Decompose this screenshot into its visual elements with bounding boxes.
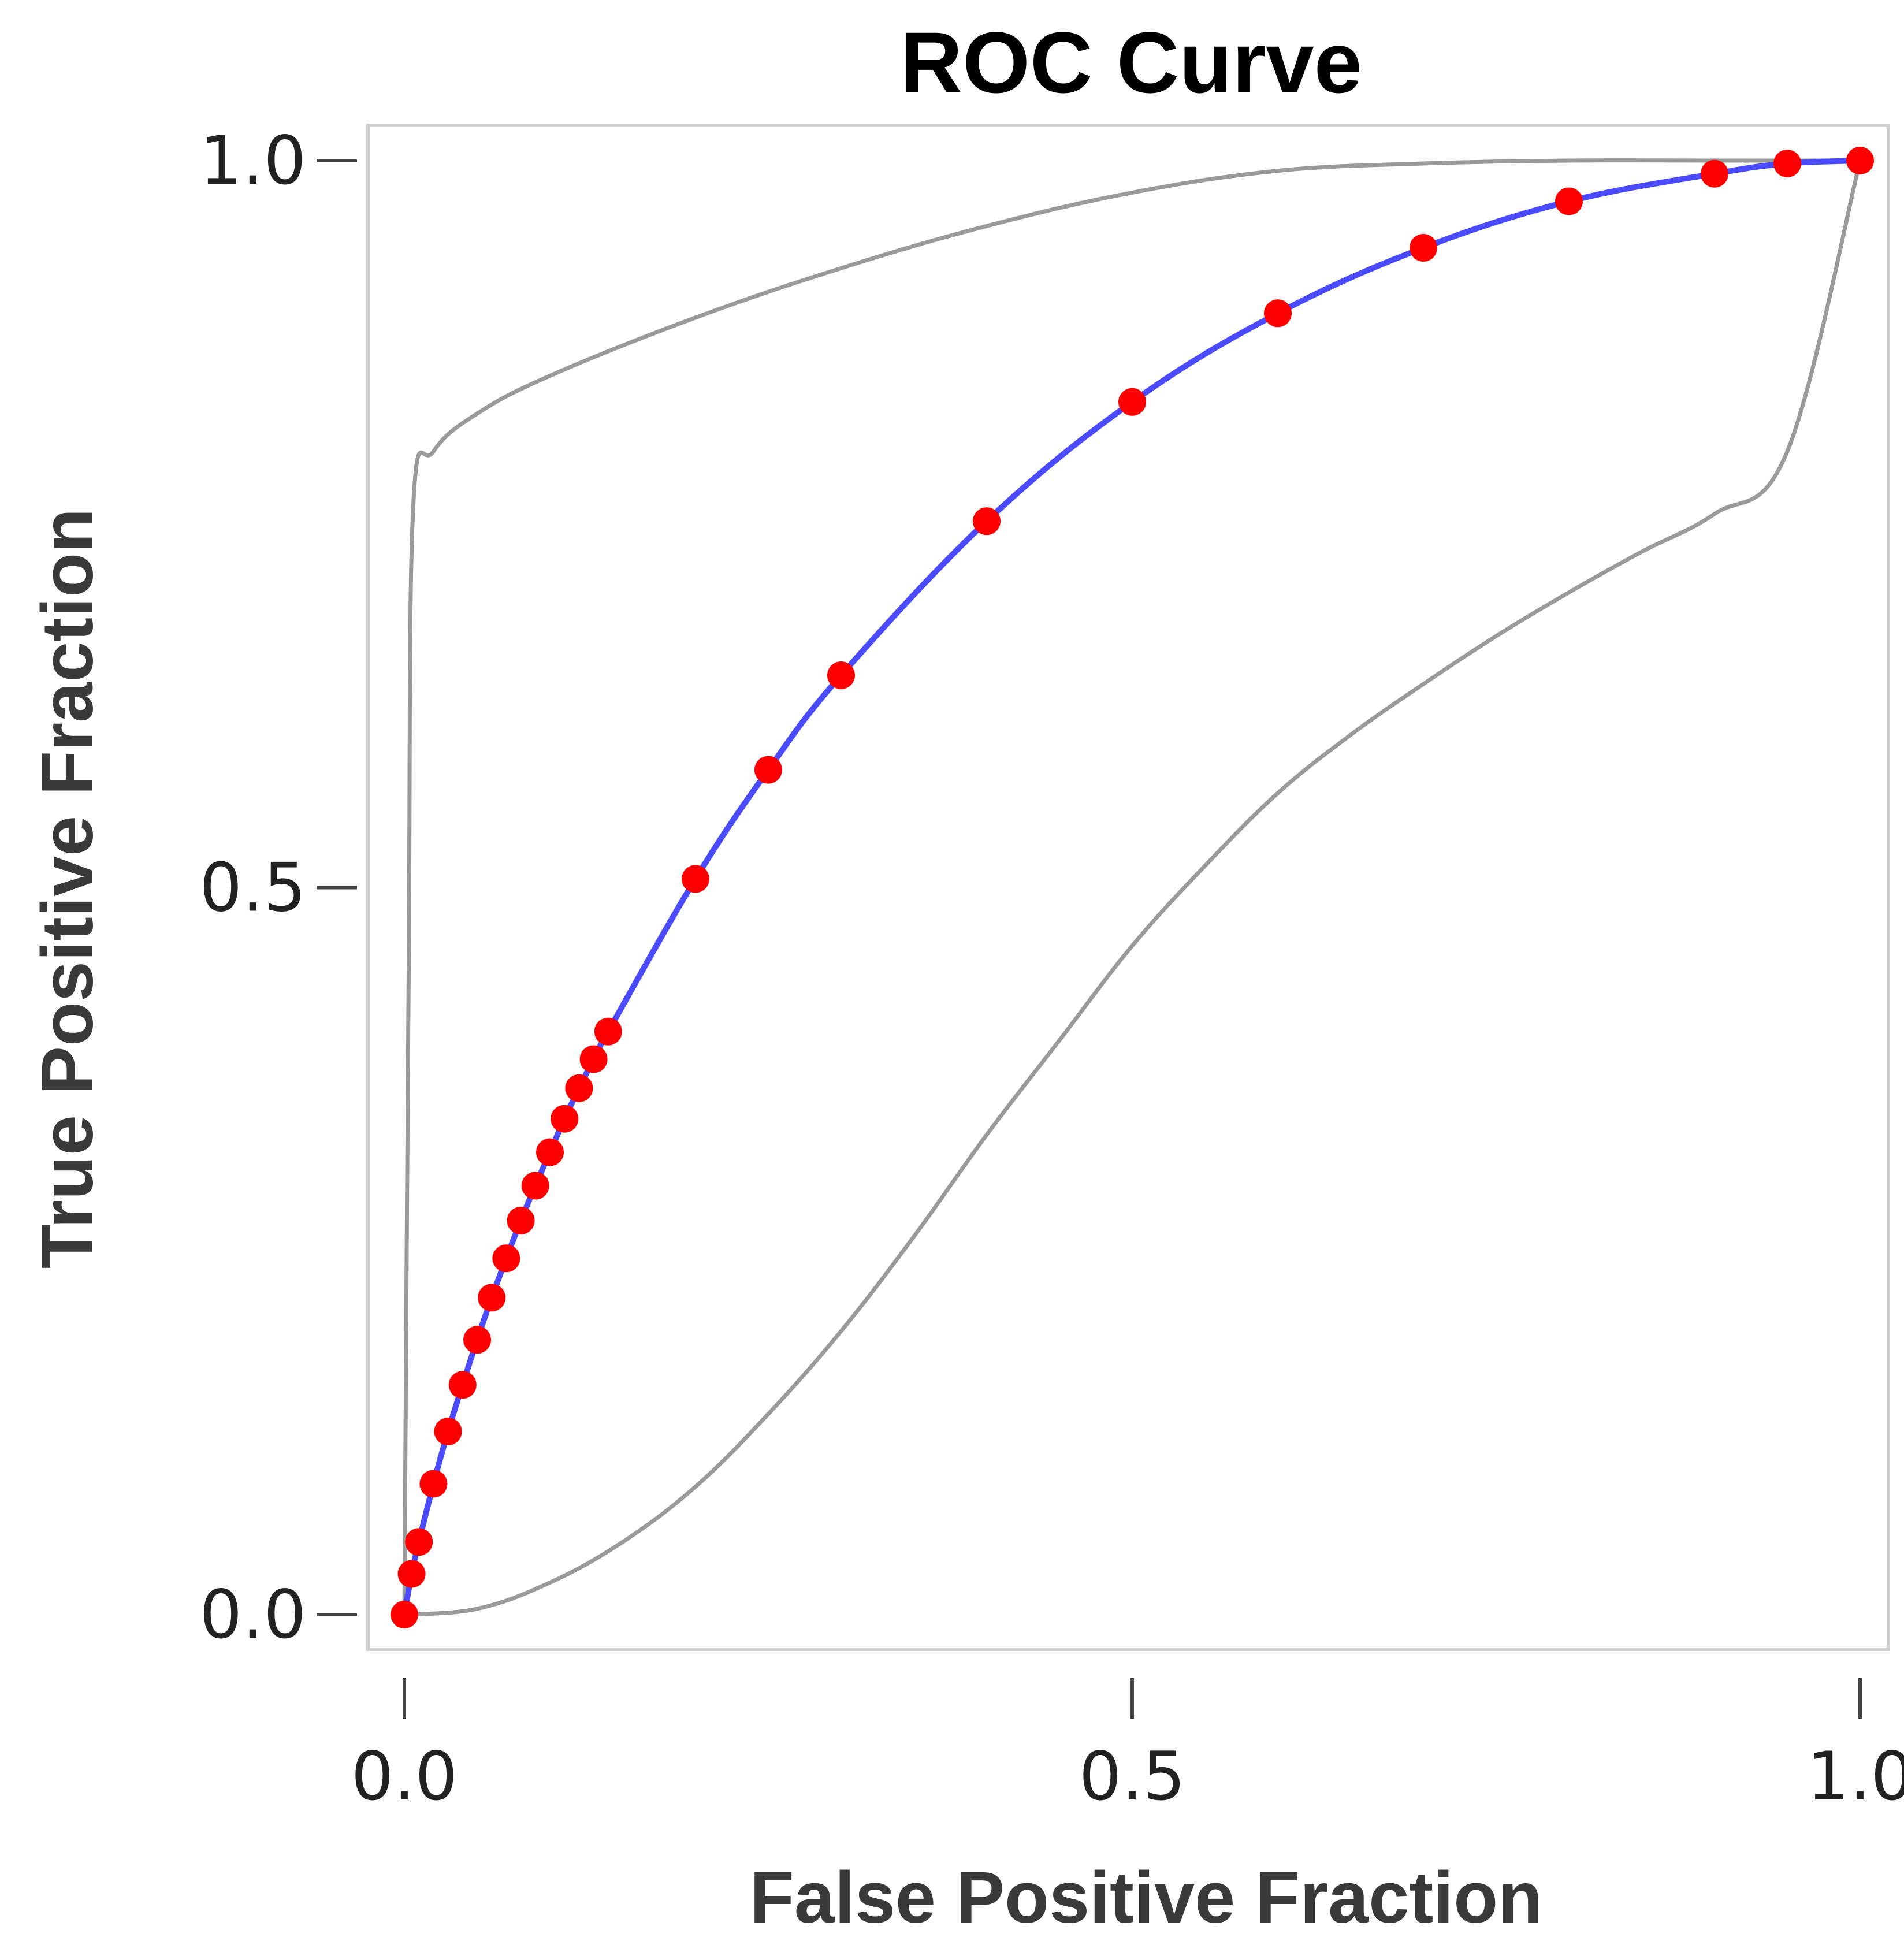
roc-point-3	[419, 1470, 448, 1498]
roc-point-22	[1410, 234, 1437, 262]
roc-point-8	[492, 1244, 520, 1273]
roc-point-21	[1264, 299, 1292, 328]
y-tick-label: 0.0	[200, 1576, 306, 1654]
x-tick-label: 0.5	[1079, 1738, 1185, 1816]
roc-point-2	[405, 1528, 433, 1556]
roc-point-12	[551, 1105, 579, 1133]
roc-point-10	[521, 1172, 549, 1200]
roc-point-25	[1773, 150, 1801, 177]
roc-point-7	[478, 1284, 506, 1312]
x-axis-label: False Positive Fraction	[750, 1857, 1542, 1938]
roc-point-23	[1555, 187, 1583, 215]
marker-layer	[391, 147, 1874, 1628]
roc-point-24	[1701, 159, 1728, 188]
y-axis-label: True Positive Fraction	[27, 508, 108, 1269]
roc-point-0	[391, 1601, 418, 1628]
roc-point-18	[827, 661, 855, 689]
plot-frame	[366, 124, 1890, 1651]
y-tick-label: 1.0	[200, 122, 306, 200]
roc-point-14	[579, 1045, 608, 1073]
chart-title: ROC Curve	[900, 14, 1362, 111]
roc-point-4	[434, 1417, 462, 1445]
y-tick-label: 0.5	[200, 849, 306, 927]
y-axis: 0.0 0.5 1.0	[200, 122, 357, 1654]
roc-point-9	[507, 1206, 535, 1234]
roc-point-15	[594, 1017, 622, 1046]
lower-confidence-bound-line	[402, 158, 1862, 1617]
upper-confidence-bound-line	[402, 158, 1862, 1617]
x-tick-label: 1.0	[1807, 1738, 1904, 1816]
roc-point-26	[1846, 147, 1874, 174]
roc-point-11	[536, 1138, 564, 1166]
roc-point-13	[565, 1074, 593, 1102]
roc-point-5	[448, 1371, 477, 1399]
roc-point-16	[682, 865, 709, 893]
roc-point-17	[754, 756, 782, 784]
roc-point-19	[973, 507, 1001, 536]
roc-point-1	[397, 1560, 426, 1588]
roc-point-6	[463, 1326, 491, 1354]
roc-point-20	[1118, 388, 1146, 416]
x-tick-label: 0.0	[351, 1738, 458, 1816]
x-axis: 0.0 0.5 1.0	[351, 1678, 1904, 1816]
